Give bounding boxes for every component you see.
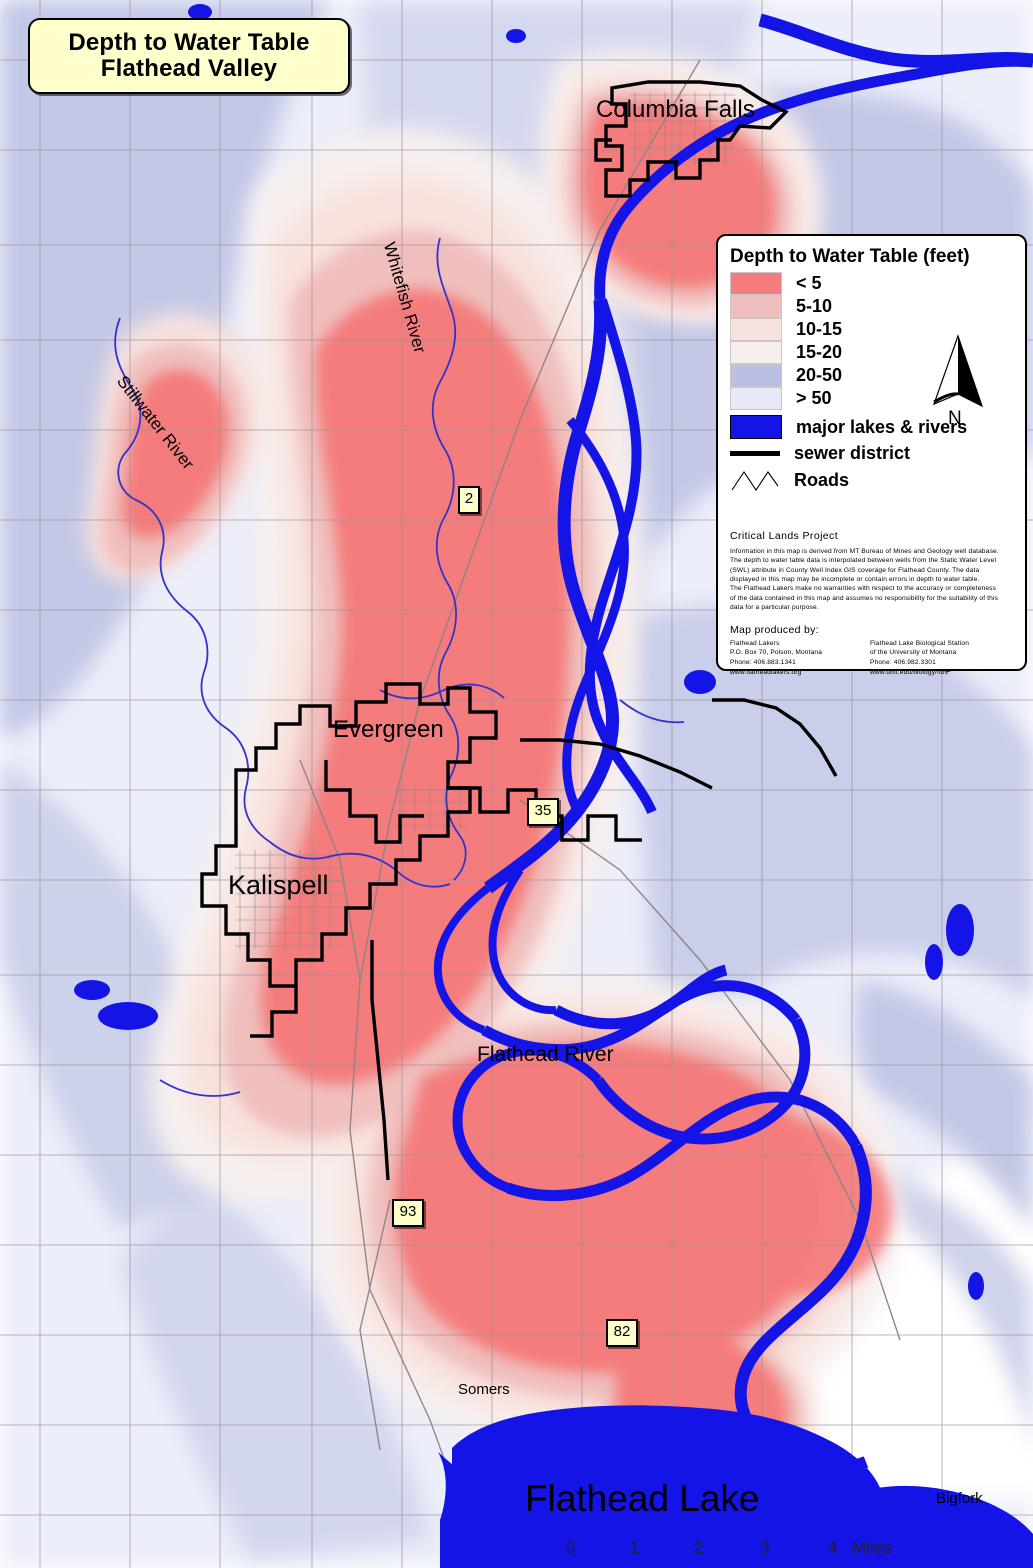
credits-disclaimer-line: of the data contained in this map and as… [730,594,999,602]
credits-project-title: Critical Lands Project [730,530,839,542]
credits-disclaimer-line: The Flathead Lakers make no warranties w… [730,585,997,593]
highway-shield-2: 2 [458,486,480,514]
org1-phone: Phone: 406.883.1341 [730,659,796,667]
org2-website[interactable]: www.umt.edu/biology/flbs [870,669,948,677]
label-columbia-falls: Columbia Falls [596,96,755,123]
legend-swatch-5-10 [730,295,782,318]
legend-row-gt50: > 50 [730,387,1015,410]
scale-unit-label: Miles [852,1538,892,1557]
legend-row-sewer: sewer district [730,440,1015,466]
legend-row-water: major lakes & rivers [730,414,1015,440]
map-title-line2: Flathead Valley [100,55,278,82]
north-arrow-label: N [948,408,962,429]
legend-row-15-20: 15-20 [730,341,1015,364]
legend-row-roads: Roads [730,466,1015,494]
label-evergreen: Evergreen [333,716,444,743]
org2-name: Flathead Lake Biological Station [870,639,970,647]
legend-label-sewer: sewer district [794,442,911,463]
highway-shield-82: 82 [606,1319,638,1347]
legend-label-10-15: 10-15 [796,319,843,339]
highway-lines [299,59,901,1531]
credits-disclaimer-line: The depth to water table data is interpo… [730,557,997,565]
org2-phone: Phone: 406.982.3301 [870,659,936,667]
legend-swatch-roads-line [730,468,780,492]
legend-swatch-lt5 [730,272,782,295]
credits-disclaimer-line: data for a particular purpose. [730,604,819,612]
legend-credits: Critical Lands Project Information in th… [730,530,1020,678]
legend-swatch-sewer-line [730,443,780,464]
legend-row-20-50: 20-50 [730,364,1015,387]
label-flathead-river: Flathead River [477,1043,614,1066]
legend-label-lt5: < 5 [796,273,822,293]
urban-grid-evergreen [395,786,470,832]
legend-label-20-50: 20-50 [796,365,843,385]
credits-org-flbs: Flathead Lake Biological Station of the … [870,639,969,679]
legend-swatch-20-50 [730,364,782,387]
legend-label-roads: Roads [794,469,850,490]
credits-produced-by-title: Map produced by: [730,623,819,636]
legend-row-5-10: 5-10 [730,295,1015,318]
legend-swatch-15-20 [730,341,782,364]
highway-shield-93: 93 [392,1199,424,1227]
scale-tick-3: 3 [760,1538,770,1557]
legend-swatch-gt50 [730,387,782,410]
north-arrow-icon: N [924,332,994,442]
org1-address: P.O. Box 70, Polson, Montana [730,649,823,657]
scale-tick-2: 2 [694,1538,704,1557]
map-title-box: Depth to Water Table Flathead Valley [28,18,350,94]
scale-tick-0: 0 [566,1538,576,1557]
highway-shield-35: 35 [527,798,559,826]
legend-row-lt5: < 5 [730,272,1015,295]
label-somers: Somers [458,1381,510,1398]
org1-website[interactable]: www.flatheadlakers.org [730,669,802,677]
credits-org-flathead-lakers: Flathead Lakers P.O. Box 70, Polson, Mon… [730,639,850,679]
legend-swatch-water [730,415,782,439]
legend-label-15-20: 15-20 [796,342,843,362]
scale-tick-4: 4 [828,1538,838,1557]
urban-grid-columbia-falls [630,92,735,166]
credits-disclaimer-line: (SWL) attribute in County Well Index GIS… [730,566,980,574]
legend-label-gt50: > 50 [796,388,832,408]
credits-disclaimer-line: Information in this map is derived from … [730,548,999,555]
urban-grid-kalispell [235,850,345,950]
legend-row-10-15: 10-15 [730,318,1015,341]
legend-heading: Depth to Water Table (feet) [730,246,970,267]
legend-label-5-10: 5-10 [796,296,833,316]
scale-tick-1: 1 [630,1538,640,1557]
flathead-lake-water [438,1405,1033,1568]
legend-label-water: major lakes & rivers [796,416,968,437]
label-flathead-lake: Flathead Lake [525,1478,760,1519]
map-legend: Depth to Water Table (feet) < 5 5-10 10-… [716,234,1027,676]
credits-disclaimer-line: displayed in this map may be incomplete … [730,576,980,584]
map-title-line1: Depth to Water Table [68,29,310,57]
label-bigfork: Bigfork [936,1490,983,1507]
org1-name: Flathead Lakers [730,639,780,647]
label-kalispell: Kalispell [228,870,329,900]
tributary-rivers [114,237,685,1097]
legend-swatch-10-15 [730,318,782,341]
org2-affiliation: of the University of Montana [870,649,957,657]
